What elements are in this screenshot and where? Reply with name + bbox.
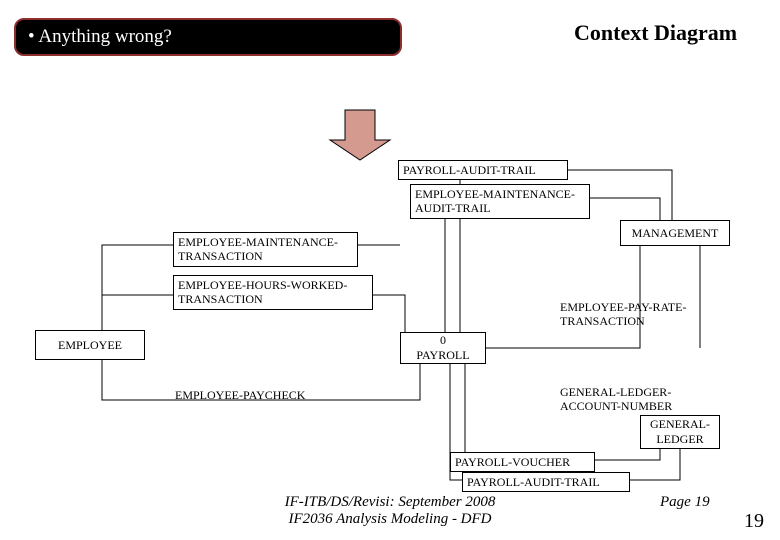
- entity-management: MANAGEMENT: [620, 220, 730, 246]
- flow-emp-maint-audit: EMPLOYEE-MAINTENANCE- AUDIT-TRAIL: [410, 184, 590, 219]
- process-name: PAYROLL: [416, 348, 469, 363]
- footer-text: IF-ITB/DS/Revisi: September 2008 IF2036 …: [240, 494, 540, 528]
- bullet-box: • Anything wrong?: [14, 18, 402, 56]
- page-number: Page 19: [660, 494, 710, 511]
- entity-general-ledger: GENERAL- LEDGER: [640, 415, 720, 449]
- down-arrow-icon: [330, 110, 390, 160]
- flow-payroll-audit-trail-top: PAYROLL-AUDIT-TRAIL: [398, 160, 568, 180]
- flow-emp-paycheck: EMPLOYEE-PAYCHECK: [175, 388, 305, 402]
- bullet-text: • Anything wrong?: [28, 26, 172, 47]
- flow-emp-hours-tx: EMPLOYEE-HOURS-WORKED- TRANSACTION: [173, 275, 373, 310]
- page-heading: Context Diagram: [574, 20, 737, 46]
- flow-gl-acct-no: GENERAL-LEDGER- ACCOUNT-NUMBER: [560, 385, 672, 414]
- flow-emp-maint-tx: EMPLOYEE-MAINTENANCE- TRANSACTION: [173, 232, 358, 267]
- footer-line1: IF-ITB/DS/Revisi: September 2008: [240, 494, 540, 511]
- flow-emp-pay-rate-tx: EMPLOYEE-PAY-RATE- TRANSACTION: [560, 300, 686, 329]
- flow-payroll-audit-trail-bot: PAYROLL-AUDIT-TRAIL: [462, 472, 630, 492]
- slide-number: 19: [744, 510, 764, 533]
- footer-line2: IF2036 Analysis Modeling - DFD: [240, 511, 540, 528]
- connector-lines: [0, 0, 780, 540]
- process-payroll: 0 PAYROLL: [400, 332, 486, 364]
- process-id: 0: [440, 333, 446, 348]
- flow-payroll-voucher: PAYROLL-VOUCHER: [450, 452, 595, 472]
- entity-employee: EMPLOYEE: [35, 330, 145, 360]
